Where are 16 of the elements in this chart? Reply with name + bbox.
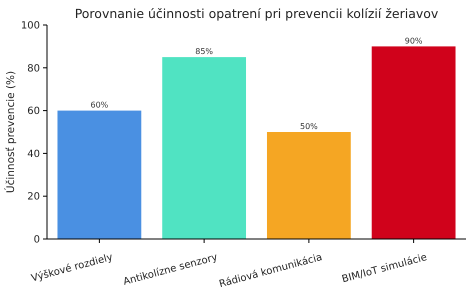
bar [162,57,246,239]
chart-title: Porovnanie účinnosti opatrení pri prevencii kolízií žeriavov [74,6,439,21]
y-tick-label: 0 [34,234,40,246]
data-label: 50% [300,122,318,131]
y-tick-label: 60 [27,106,40,118]
y-tick-label: 20 [27,192,40,203]
y-axis-title: Účinnosť prevencie (%) [4,70,17,194]
bar [372,46,456,239]
bar [57,110,142,239]
data-label: 60% [90,100,109,110]
bar [266,132,351,239]
y-tick-label: 80 [27,63,40,74]
data-label: 90% [404,36,423,46]
y-tick-label: 40 [27,148,40,160]
data-label: 85% [195,47,214,56]
y-tick-label: 100 [20,20,40,32]
